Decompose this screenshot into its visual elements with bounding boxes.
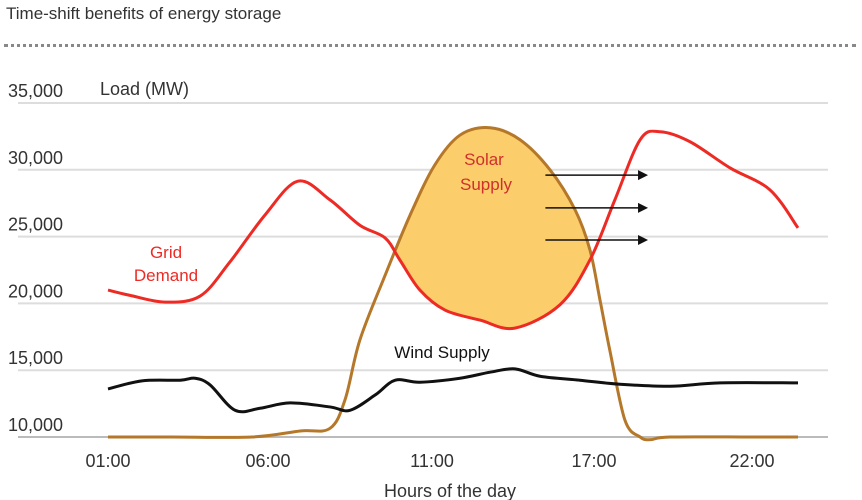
solar-supply-line	[108, 126, 798, 442]
y-tick-label: 20,000	[8, 281, 63, 301]
shift-arrow-head-icon	[638, 170, 649, 181]
solar-supply-label-line1: Solar	[464, 150, 504, 169]
wind-supply-label: Wind Supply	[394, 343, 490, 362]
x-tick-label: 06:00	[245, 451, 290, 471]
y-axis-label: Load (MW)	[100, 79, 189, 99]
solar-surplus-area	[108, 127, 798, 329]
x-tick-label: 11:00	[410, 451, 454, 471]
chart-title: Time-shift benefits of energy storage	[6, 4, 282, 23]
y-tick-label: 25,000	[8, 215, 63, 235]
y-tick-label: 10,000	[8, 415, 63, 435]
wind-supply-line	[107, 367, 799, 414]
y-tick-label: 15,000	[8, 348, 63, 368]
grid-demand-label-line1: Grid	[150, 243, 182, 262]
x-tick-label: 17:00	[571, 451, 616, 471]
y-tick-label: 35,000	[8, 81, 63, 101]
x-axis-label: Hours of the day	[384, 481, 516, 500]
grid-demand-label-line2: Demand	[134, 266, 198, 285]
y-tick-label: 30,000	[8, 148, 63, 168]
x-tick-label: 22:00	[729, 451, 774, 471]
grid-demand-line	[107, 129, 800, 331]
shift-arrow-head-icon	[638, 234, 649, 245]
shift-arrow-head-icon	[638, 202, 649, 213]
title-divider	[4, 44, 856, 47]
solar-supply-label-line2: Supply	[460, 175, 512, 194]
x-tick-label: 01:00	[85, 451, 130, 471]
